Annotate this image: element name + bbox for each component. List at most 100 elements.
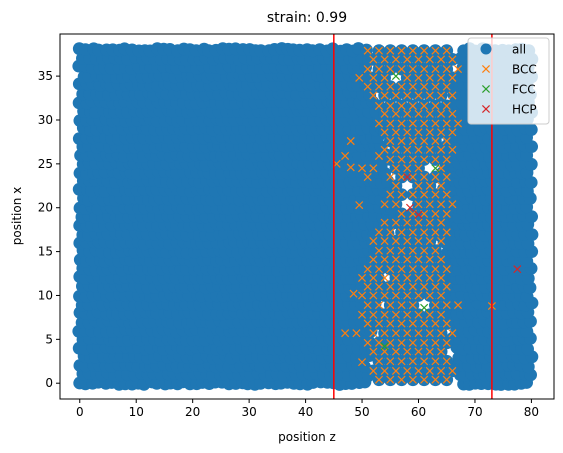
all-point xyxy=(525,228,539,242)
bcc-marker xyxy=(341,151,350,160)
bcc-marker xyxy=(391,200,400,209)
bcc-marker xyxy=(442,82,451,91)
x-tick-label: 50 xyxy=(354,405,369,419)
bcc-marker xyxy=(391,91,400,100)
bcc-marker xyxy=(403,255,412,264)
bcc-marker xyxy=(431,375,440,384)
bcc-marker xyxy=(414,109,423,118)
bcc-marker xyxy=(369,329,378,338)
bcc-marker xyxy=(380,91,389,100)
plot-frame xyxy=(59,33,555,400)
bcc-marker xyxy=(408,82,417,91)
x-tick-label: 10 xyxy=(129,405,144,419)
bcc-marker xyxy=(374,357,384,366)
bcc-marker xyxy=(346,163,355,172)
bcc-marker xyxy=(374,319,384,328)
bcc-marker xyxy=(448,145,457,154)
bcc-marker xyxy=(431,301,440,310)
x-axis-label: position z xyxy=(278,430,336,444)
bcc-marker xyxy=(408,46,417,55)
bcc-marker xyxy=(414,291,423,300)
bcc-marker xyxy=(369,273,378,282)
bcc-marker xyxy=(374,246,384,255)
bcc-marker xyxy=(442,119,451,128)
bcc-marker xyxy=(391,255,400,264)
bcc-marker xyxy=(363,82,372,91)
legend-label: all xyxy=(512,43,526,57)
series-fcc xyxy=(380,72,440,351)
bcc-marker xyxy=(380,73,389,82)
bcc-marker xyxy=(431,101,440,110)
fcc-marker xyxy=(431,164,440,173)
bcc-marker xyxy=(448,128,457,137)
structure-markers-layer xyxy=(332,46,522,384)
bcc-marker xyxy=(386,190,395,199)
bcc-marker xyxy=(386,119,395,128)
bcc-marker xyxy=(408,119,417,128)
bcc-marker xyxy=(414,128,423,137)
bcc-marker xyxy=(420,357,429,366)
bcc-marker xyxy=(408,265,417,274)
bcc-marker xyxy=(442,375,451,384)
bcc-marker xyxy=(425,310,434,319)
bcc-marker xyxy=(414,164,423,173)
bcc-marker xyxy=(420,190,429,199)
bcc-marker xyxy=(420,228,429,237)
bcc-marker xyxy=(391,329,400,338)
bcc-marker xyxy=(403,237,412,246)
bcc-marker xyxy=(442,190,451,199)
bcc-marker xyxy=(391,164,400,173)
bcc-marker xyxy=(442,172,451,182)
bcc-marker xyxy=(431,357,440,366)
bcc-marker xyxy=(431,282,440,291)
bcc-marker xyxy=(363,172,372,182)
bcc-marker xyxy=(386,82,395,91)
x-axis-ticks: 0 10 20 30 40 50 60 70 80 xyxy=(76,399,539,419)
bcc-marker xyxy=(437,329,446,338)
bcc-marker xyxy=(431,209,440,218)
bcc-marker xyxy=(414,91,423,100)
bcc-marker xyxy=(380,255,389,264)
bcc-marker xyxy=(363,282,372,291)
bcc-marker xyxy=(442,46,451,55)
bcc-marker xyxy=(391,145,400,154)
legend-marker xyxy=(481,104,491,114)
bcc-marker xyxy=(414,273,423,282)
bcc-marker xyxy=(391,237,400,246)
all-point xyxy=(524,176,538,189)
bcc-marker xyxy=(420,375,429,384)
x-tick-label: 20 xyxy=(185,405,200,419)
bcc-marker xyxy=(442,155,451,164)
fcc-marker xyxy=(420,303,429,312)
bcc-marker xyxy=(397,209,406,218)
bcc-marker xyxy=(437,366,446,375)
bcc-marker xyxy=(374,301,384,310)
bcc-marker xyxy=(391,366,400,375)
bcc-marker xyxy=(431,172,440,182)
bcc-marker xyxy=(386,228,395,237)
bcc-marker xyxy=(403,366,412,375)
bcc-marker xyxy=(437,237,446,246)
all-point xyxy=(521,342,534,356)
bcc-marker xyxy=(374,46,384,55)
bcc-marker xyxy=(374,265,384,274)
bcc-marker xyxy=(408,101,417,110)
y-axis-label: position x xyxy=(10,187,24,245)
bcc-marker xyxy=(403,273,412,282)
bcc-marker xyxy=(425,73,434,82)
bcc-marker xyxy=(408,282,417,291)
bcc-marker xyxy=(358,273,367,282)
y-tick-label: 25 xyxy=(38,157,53,171)
bcc-marker xyxy=(420,82,429,91)
bcc-marker xyxy=(391,347,400,356)
bcc-marker xyxy=(369,291,378,300)
bcc-marker xyxy=(425,128,434,137)
bcc-marker xyxy=(453,65,463,74)
bcc-marker xyxy=(437,310,446,319)
bcc-marker xyxy=(431,82,440,91)
hcp-marker xyxy=(513,265,522,274)
bcc-marker xyxy=(408,338,417,347)
bcc-marker xyxy=(386,265,395,274)
bcc-marker xyxy=(403,310,412,319)
